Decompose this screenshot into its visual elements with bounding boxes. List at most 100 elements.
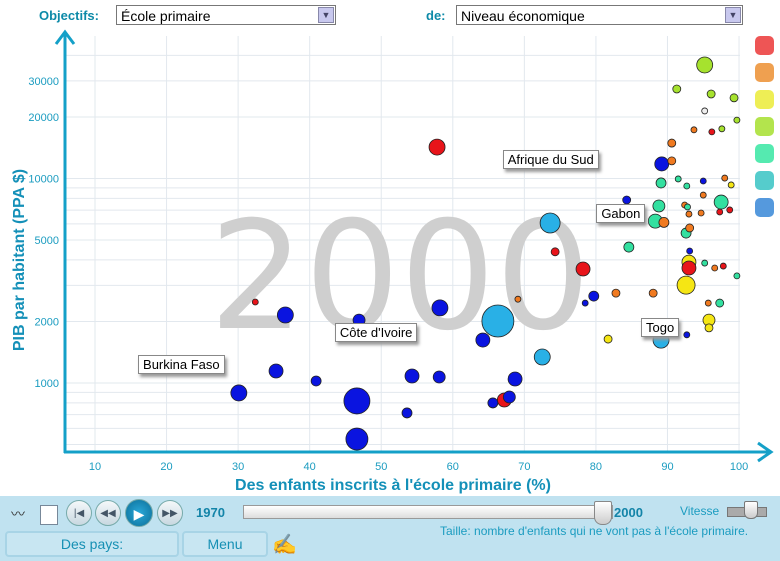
objectives-select[interactable]: École primaire ▼: [116, 5, 336, 25]
bubble[interactable]: [404, 368, 420, 384]
bubble[interactable]: [581, 299, 589, 307]
bubble[interactable]: [533, 348, 551, 366]
bubble[interactable]: [623, 241, 635, 253]
year-slider[interactable]: [243, 505, 613, 519]
bubble[interactable]: [699, 191, 707, 199]
bubble[interactable]: [683, 331, 691, 339]
bubble[interactable]: [726, 206, 734, 214]
bubble[interactable]: [727, 181, 735, 189]
bubble[interactable]: [654, 156, 670, 172]
bubble[interactable]: [672, 84, 682, 94]
bubble[interactable]: [676, 275, 696, 295]
bubble[interactable]: [699, 177, 707, 185]
bubble[interactable]: [658, 217, 670, 228]
bubble[interactable]: [729, 93, 739, 103]
bubble[interactable]: [268, 363, 284, 379]
bubble[interactable]: [713, 194, 729, 210]
legend-color-swatch[interactable]: [755, 198, 774, 217]
bubble[interactable]: [431, 299, 449, 317]
edit-pen-icon[interactable]: ✍: [272, 534, 297, 556]
legend-color-swatch[interactable]: [755, 36, 774, 55]
indicator-select[interactable]: Niveau économique ▼: [456, 5, 743, 25]
bubble[interactable]: [711, 264, 719, 272]
bubble[interactable]: [432, 370, 446, 384]
bubble[interactable]: [611, 288, 621, 298]
speed-slider-handle[interactable]: [744, 501, 758, 519]
bubble[interactable]: [686, 247, 694, 255]
bubble[interactable]: [697, 209, 705, 217]
bubble[interactable]: [733, 116, 741, 124]
country-label[interactable]: Burkina Faso: [138, 354, 225, 374]
trail-checkbox[interactable]: [40, 505, 58, 525]
bubble[interactable]: [684, 203, 691, 211]
bubble[interactable]: [276, 306, 294, 324]
legend-color-swatch[interactable]: [755, 171, 774, 190]
bubble[interactable]: [667, 138, 677, 148]
trail-icon[interactable]: 〰: [11, 506, 25, 522]
legend-color-swatch[interactable]: [755, 144, 774, 163]
bubble[interactable]: [683, 182, 691, 190]
bubble[interactable]: [701, 107, 709, 115]
fast-forward-icon[interactable]: ▶▶: [157, 500, 183, 526]
x-tick-label: 70: [518, 461, 530, 473]
bubble[interactable]: [539, 212, 561, 234]
country-label[interactable]: Afrique du Sud: [502, 149, 599, 169]
bubble[interactable]: [685, 210, 693, 218]
country-label[interactable]: Togo: [641, 318, 680, 338]
bubble[interactable]: [674, 175, 682, 183]
bubble[interactable]: [652, 199, 666, 213]
bubble[interactable]: [706, 89, 716, 99]
bubble[interactable]: [603, 334, 613, 344]
bubble[interactable]: [310, 375, 322, 387]
legend-color-swatch[interactable]: [755, 63, 774, 82]
chevron-down-icon[interactable]: ▼: [725, 7, 741, 23]
bubble[interactable]: [733, 272, 741, 280]
bubble[interactable]: [721, 174, 729, 182]
skip-start-icon[interactable]: |◀: [66, 500, 92, 526]
bubble[interactable]: [507, 371, 523, 387]
chevron-down-icon[interactable]: ▼: [318, 7, 334, 23]
bubble[interactable]: [514, 295, 522, 303]
bubble[interactable]: [701, 259, 709, 267]
bubble[interactable]: [716, 208, 724, 216]
legend-color-swatch[interactable]: [755, 117, 774, 136]
bubble[interactable]: [475, 332, 491, 348]
bubble[interactable]: [428, 138, 446, 156]
bubble[interactable]: [343, 387, 371, 415]
bubble[interactable]: [345, 427, 369, 451]
bubble[interactable]: [704, 323, 714, 333]
bubble[interactable]: [251, 298, 259, 306]
bubble[interactable]: [718, 125, 726, 133]
bubble[interactable]: [667, 156, 677, 166]
bubble[interactable]: [575, 261, 591, 277]
bubble[interactable]: [696, 56, 714, 74]
bubble[interactable]: [715, 298, 725, 308]
bubble[interactable]: [622, 195, 632, 205]
bubble[interactable]: [550, 247, 560, 257]
bubble[interactable]: [704, 299, 712, 307]
play-icon[interactable]: ▶: [125, 499, 153, 527]
bubble[interactable]: [690, 126, 698, 134]
country-label[interactable]: Côte d'Ivoire: [334, 323, 418, 343]
bubble[interactable]: [681, 260, 697, 276]
bubble[interactable]: [648, 288, 658, 298]
bubble[interactable]: [481, 304, 515, 338]
countries-button[interactable]: Des pays:: [5, 531, 179, 557]
year-slider-handle[interactable]: [594, 501, 612, 525]
bubble[interactable]: [487, 397, 499, 409]
bubble[interactable]: [401, 407, 413, 419]
bubble[interactable]: [708, 128, 716, 136]
bubble[interactable]: [588, 290, 600, 302]
y-tick-label: 20000: [28, 112, 59, 124]
menu-button[interactable]: Menu: [182, 531, 268, 557]
y-tick-label: 30000: [28, 76, 59, 88]
bubble[interactable]: [230, 384, 248, 402]
country-label[interactable]: Gabon: [596, 204, 646, 224]
bubble[interactable]: [502, 390, 516, 404]
legend-color-swatch[interactable]: [755, 90, 774, 109]
bubble[interactable]: [685, 223, 695, 233]
size-note: Taille: nombre d'enfants qui ne vont pas…: [440, 524, 749, 538]
bubble[interactable]: [719, 262, 727, 270]
rewind-icon[interactable]: ◀◀: [95, 500, 121, 526]
bubble[interactable]: [655, 177, 667, 189]
